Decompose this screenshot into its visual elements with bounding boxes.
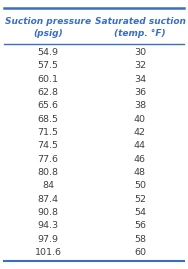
Text: 32: 32 xyxy=(134,62,146,70)
Text: 34: 34 xyxy=(134,75,146,84)
Text: 58: 58 xyxy=(134,235,146,243)
Text: 42: 42 xyxy=(134,128,146,137)
Text: 65.6: 65.6 xyxy=(37,101,58,110)
Text: Suction pressure: Suction pressure xyxy=(5,17,91,27)
Text: 38: 38 xyxy=(134,101,146,110)
Text: 60: 60 xyxy=(134,248,146,257)
Text: 52: 52 xyxy=(134,194,146,204)
Text: Saturated suction: Saturated suction xyxy=(95,17,185,27)
Text: 62.8: 62.8 xyxy=(37,88,58,97)
Text: 80.8: 80.8 xyxy=(37,168,58,177)
Text: 74.5: 74.5 xyxy=(37,141,58,150)
Text: 90.8: 90.8 xyxy=(37,208,58,217)
Text: 60.1: 60.1 xyxy=(37,75,58,84)
Text: 36: 36 xyxy=(134,88,146,97)
Text: 54.9: 54.9 xyxy=(37,48,58,57)
Text: (temp. °F): (temp. °F) xyxy=(114,29,166,37)
Text: 97.9: 97.9 xyxy=(37,235,58,243)
Text: 48: 48 xyxy=(134,168,146,177)
Text: 94.3: 94.3 xyxy=(37,221,59,230)
Text: 87.4: 87.4 xyxy=(37,194,58,204)
Text: 46: 46 xyxy=(134,155,146,164)
Text: 40: 40 xyxy=(134,115,146,124)
Text: 84: 84 xyxy=(42,181,54,190)
Text: 30: 30 xyxy=(134,48,146,57)
Text: 57.5: 57.5 xyxy=(37,62,58,70)
Text: 44: 44 xyxy=(134,141,146,150)
Text: 77.6: 77.6 xyxy=(37,155,58,164)
Text: 50: 50 xyxy=(134,181,146,190)
Text: 101.6: 101.6 xyxy=(35,248,61,257)
Text: 56: 56 xyxy=(134,221,146,230)
Text: (psig): (psig) xyxy=(33,29,63,37)
Text: 71.5: 71.5 xyxy=(37,128,58,137)
Text: 54: 54 xyxy=(134,208,146,217)
Text: 68.5: 68.5 xyxy=(37,115,58,124)
